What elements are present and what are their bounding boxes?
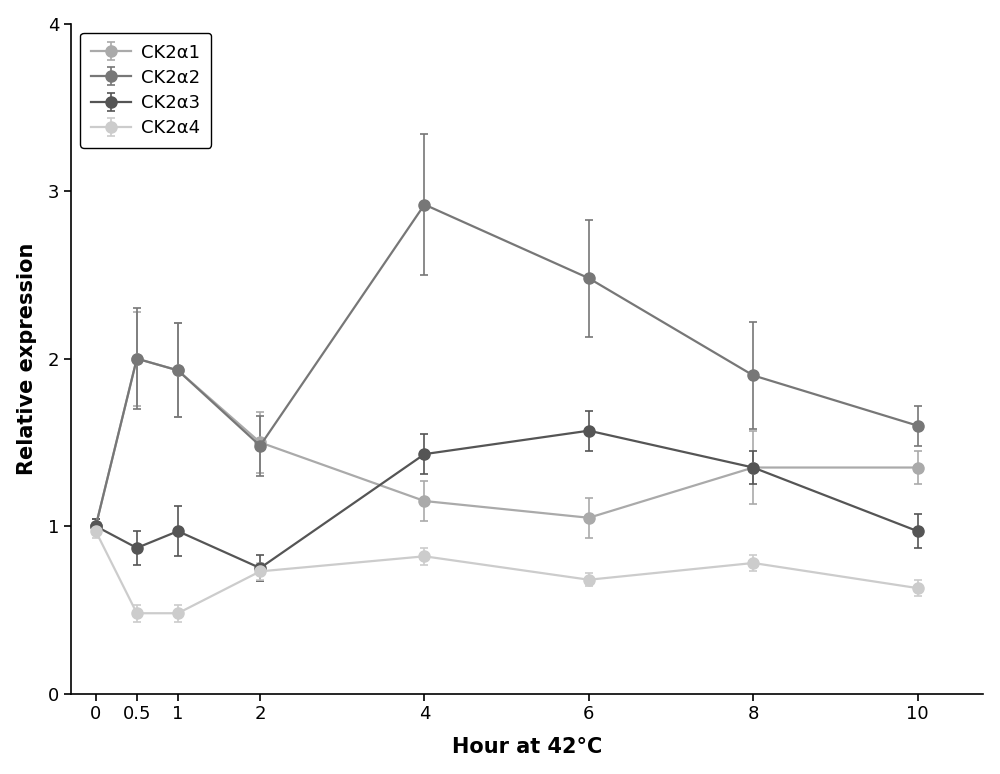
X-axis label: Hour at 42°C: Hour at 42°C (452, 738, 602, 757)
Legend: CK2α1, CK2α2, CK2α3, CK2α4: CK2α1, CK2α2, CK2α3, CK2α4 (80, 33, 211, 148)
Y-axis label: Relative expression: Relative expression (17, 242, 37, 474)
